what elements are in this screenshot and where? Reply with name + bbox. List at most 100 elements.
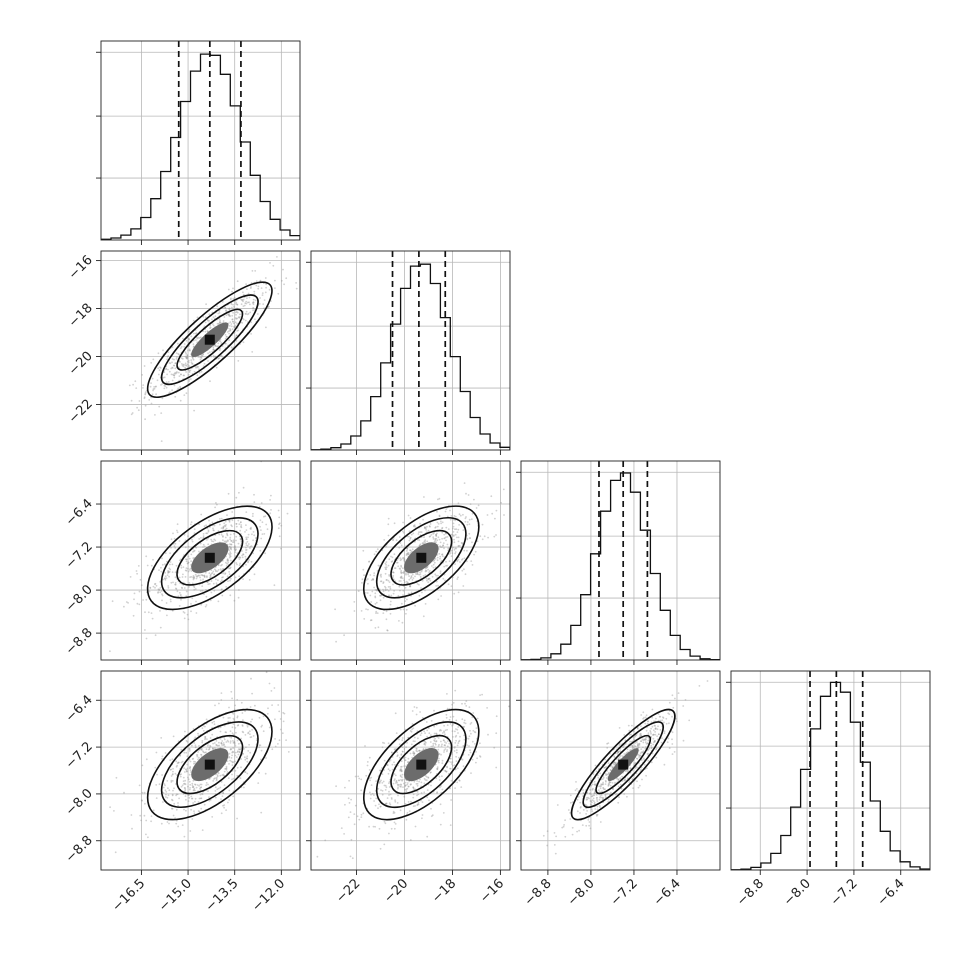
sample-point bbox=[400, 564, 402, 567]
sample-point bbox=[282, 711, 285, 714]
sample-point bbox=[433, 709, 435, 712]
sample-point bbox=[410, 533, 413, 536]
sample-point bbox=[260, 725, 263, 728]
sample-point bbox=[182, 611, 185, 613]
sample-point bbox=[682, 739, 685, 742]
sample-point bbox=[408, 585, 411, 588]
sample-point bbox=[177, 825, 180, 828]
sample-point bbox=[454, 547, 457, 550]
sample-point bbox=[237, 753, 240, 756]
sample-point bbox=[278, 522, 281, 525]
sample-point bbox=[483, 535, 486, 538]
sample-point bbox=[161, 383, 164, 385]
sample-point bbox=[426, 789, 429, 791]
sample-point bbox=[582, 792, 585, 795]
sample-point bbox=[409, 839, 412, 841]
sample-point bbox=[231, 318, 234, 321]
sample-point bbox=[416, 573, 419, 575]
sample-point bbox=[671, 715, 673, 718]
sample-point bbox=[397, 594, 400, 597]
sample-point bbox=[368, 756, 371, 759]
sample-point bbox=[248, 301, 250, 304]
sample-point bbox=[385, 610, 388, 613]
sample-point bbox=[234, 324, 237, 327]
sample-point bbox=[221, 563, 223, 566]
sample-point bbox=[258, 716, 261, 719]
sample-point bbox=[221, 301, 224, 303]
sample-point bbox=[209, 574, 212, 577]
sample-point bbox=[218, 533, 221, 536]
sample-point bbox=[270, 494, 272, 497]
sample-point bbox=[431, 575, 434, 578]
sample-point bbox=[380, 580, 383, 583]
sample-point bbox=[198, 337, 201, 339]
sample-point bbox=[229, 567, 232, 570]
sample-point bbox=[203, 803, 206, 806]
sample-point bbox=[190, 576, 193, 578]
sample-point bbox=[233, 546, 236, 549]
sample-point bbox=[362, 568, 365, 571]
sample-point bbox=[387, 768, 390, 771]
sample-point bbox=[251, 515, 254, 517]
y-tick-label: −7.2 bbox=[63, 539, 96, 572]
sample-point bbox=[262, 303, 265, 305]
sample-point bbox=[426, 566, 429, 569]
sample-point bbox=[245, 283, 248, 285]
sample-point bbox=[435, 732, 438, 735]
sample-point bbox=[571, 833, 574, 836]
sample-point bbox=[199, 786, 202, 789]
sample-point bbox=[601, 778, 604, 780]
sample-point bbox=[192, 319, 195, 322]
sample-point bbox=[228, 307, 230, 310]
sample-point bbox=[193, 550, 195, 552]
sample-point bbox=[453, 592, 456, 595]
sample-point bbox=[184, 788, 187, 791]
sample-point bbox=[418, 780, 420, 783]
sample-point bbox=[193, 760, 195, 763]
sample-point bbox=[414, 575, 416, 578]
sample-point bbox=[647, 720, 649, 723]
sample-point bbox=[465, 492, 467, 495]
sample-point bbox=[178, 366, 180, 368]
sample-point bbox=[437, 498, 439, 501]
sample-point bbox=[463, 719, 466, 722]
sample-point bbox=[187, 555, 190, 558]
sample-point bbox=[193, 370, 196, 373]
sample-point bbox=[220, 527, 223, 529]
sample-point bbox=[626, 777, 629, 780]
sample-point bbox=[406, 741, 408, 744]
sample-point bbox=[420, 587, 422, 589]
sample-point bbox=[593, 780, 596, 783]
sample-point bbox=[197, 336, 200, 339]
sample-point bbox=[419, 749, 421, 752]
sample-point bbox=[607, 773, 610, 775]
sample-point bbox=[398, 580, 401, 582]
sample-point bbox=[172, 770, 174, 773]
sample-point bbox=[245, 551, 247, 554]
sample-point bbox=[392, 576, 394, 579]
sample-point bbox=[422, 542, 425, 545]
sample-point bbox=[249, 706, 252, 708]
sample-point bbox=[655, 717, 657, 720]
sample-point bbox=[400, 768, 402, 770]
sample-point bbox=[225, 541, 228, 544]
sample-point bbox=[382, 582, 385, 584]
sample-point bbox=[214, 747, 216, 750]
sample-point bbox=[436, 791, 439, 794]
sample-point bbox=[268, 726, 271, 729]
sample-point bbox=[424, 574, 427, 576]
sample-point bbox=[667, 712, 670, 715]
sample-point bbox=[423, 730, 426, 733]
sample-point bbox=[184, 771, 186, 773]
sample-point bbox=[387, 564, 390, 567]
sample-point bbox=[453, 538, 455, 541]
sample-point bbox=[177, 371, 180, 374]
sample-point bbox=[443, 724, 445, 727]
sample-point bbox=[429, 525, 431, 528]
sample-point bbox=[417, 533, 420, 535]
sample-point bbox=[467, 494, 470, 496]
sample-point bbox=[183, 783, 185, 785]
sample-point bbox=[374, 596, 377, 599]
sample-point bbox=[251, 692, 254, 695]
